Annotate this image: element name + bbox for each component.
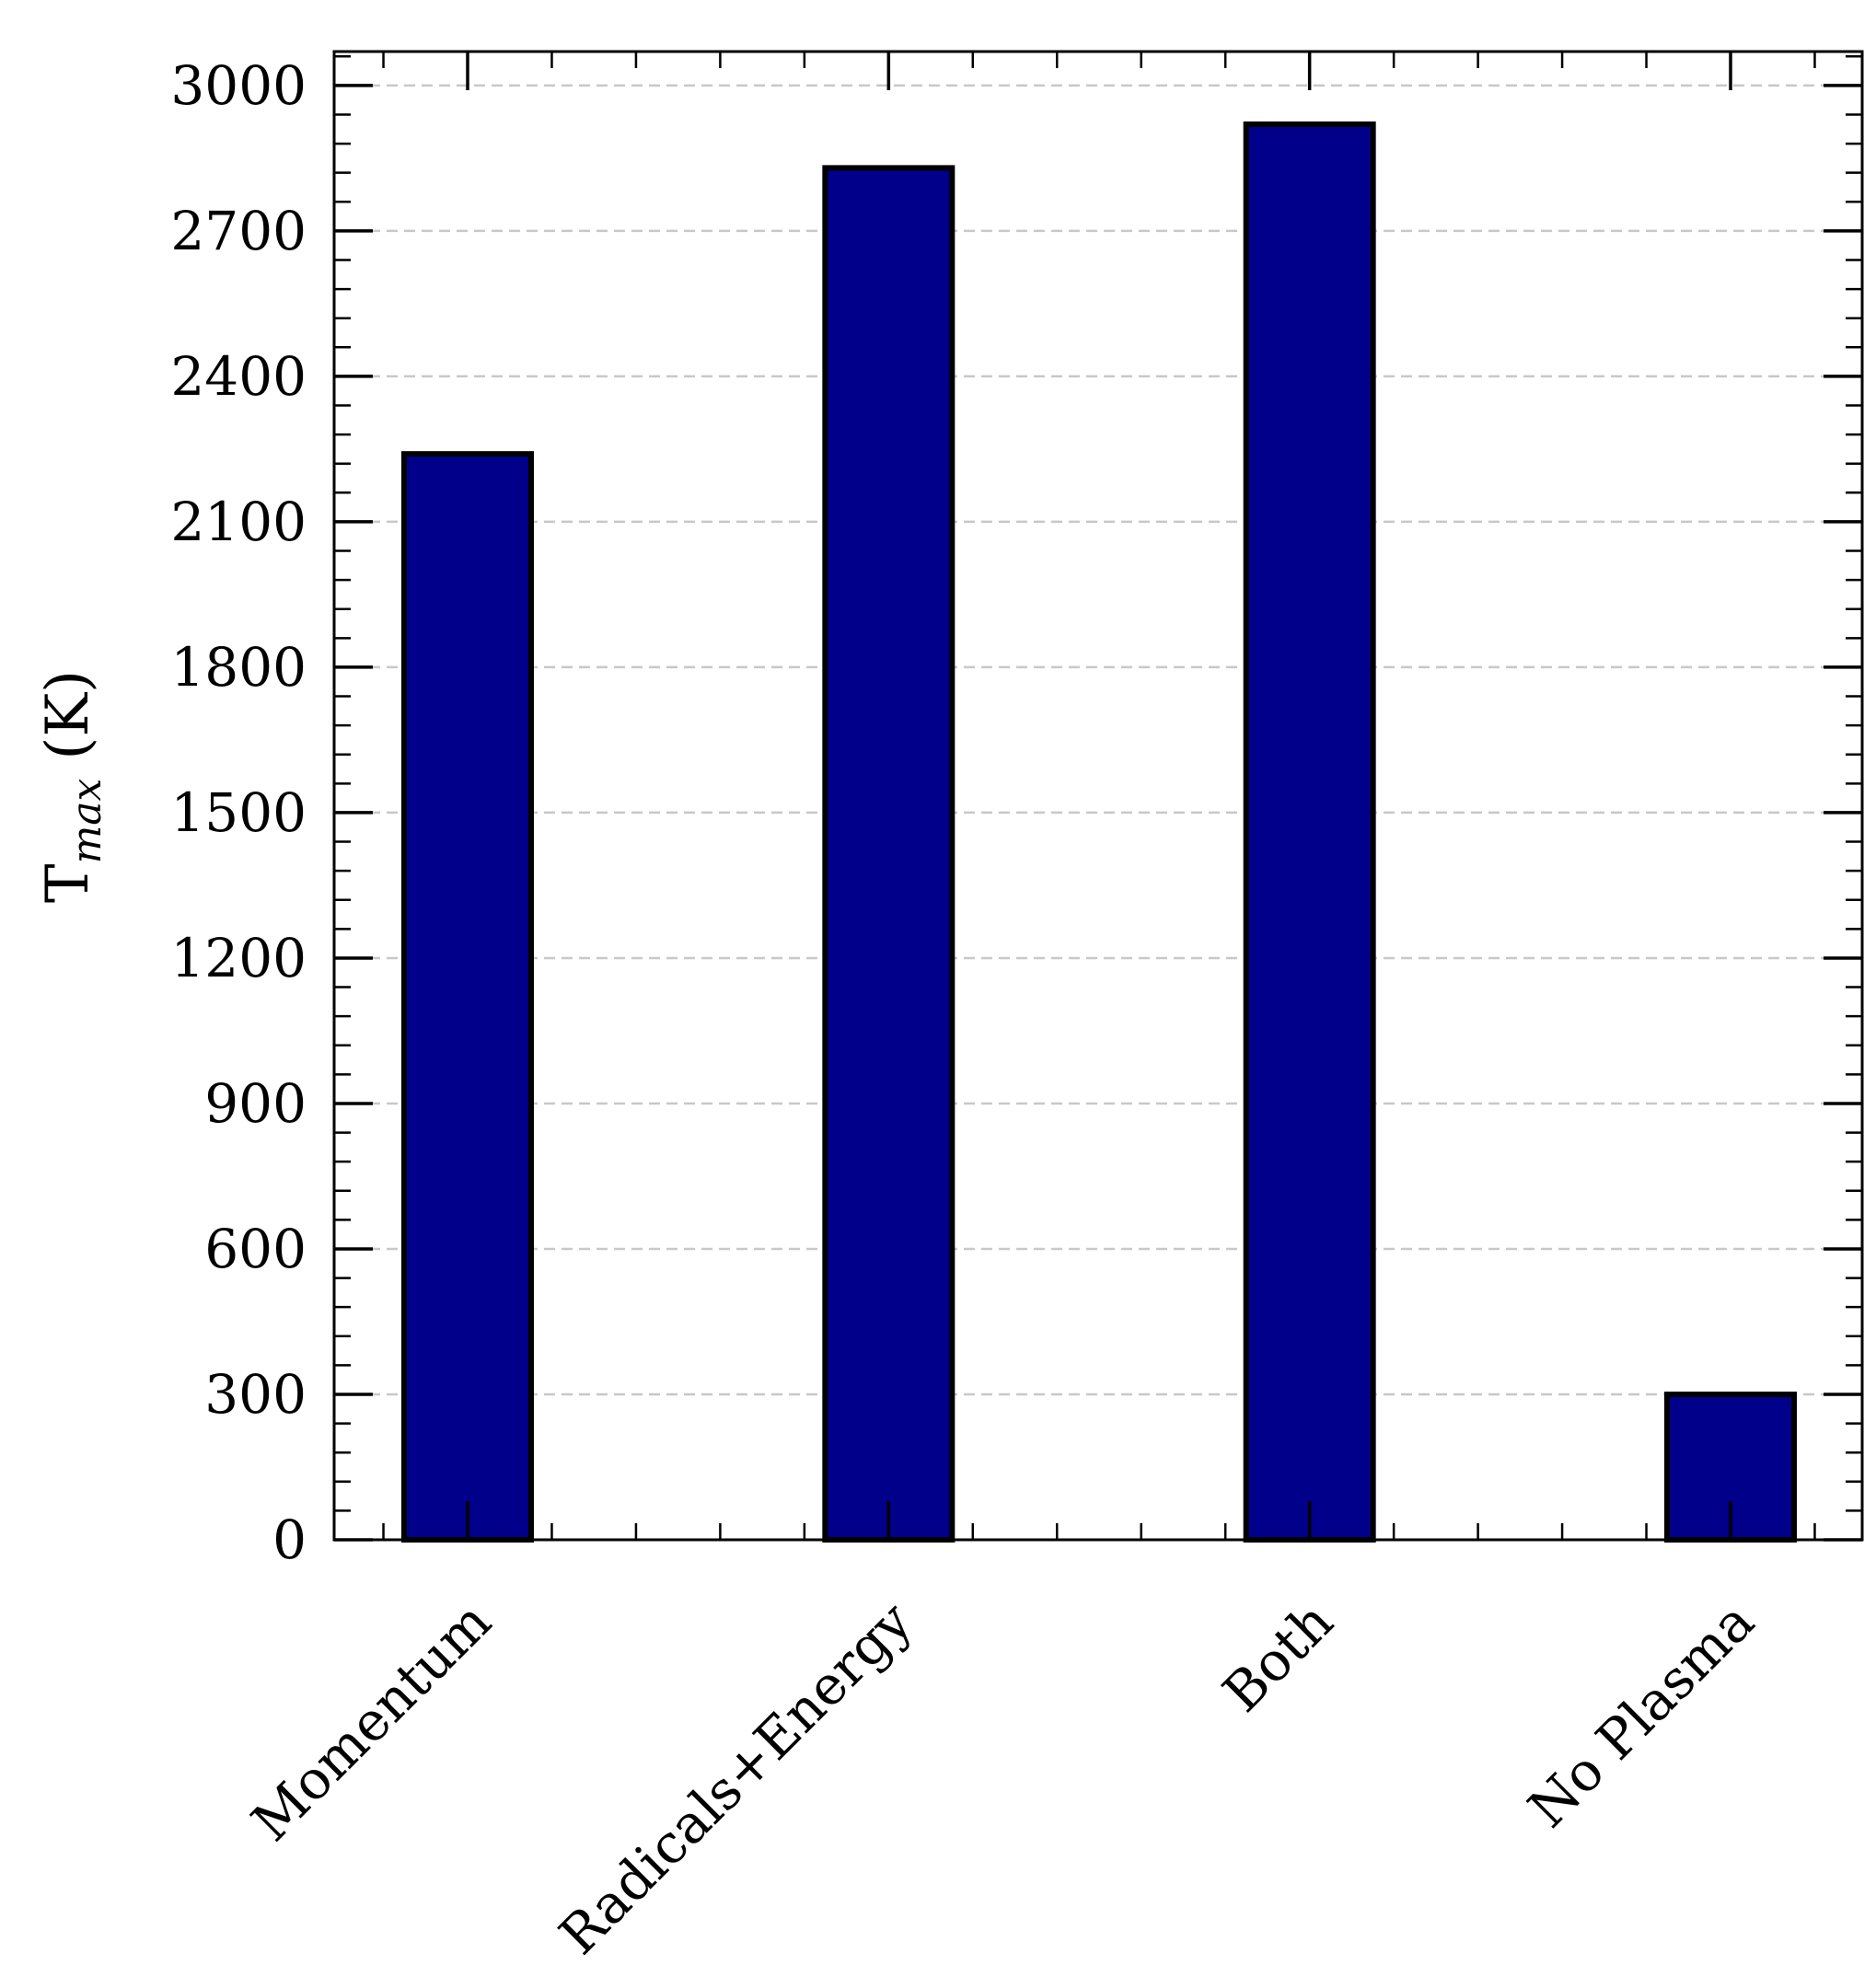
y-tick-label: 300: [204, 1363, 307, 1426]
axis-ticks: [334, 52, 1862, 1542]
grid-lines: [334, 84, 1862, 1396]
plot-frame: [332, 50, 1864, 1542]
bar-both: [1243, 121, 1376, 1543]
y-tick-labels: 0 300 600 900 1200 1500 1800 2100 2400 2700 3000: [170, 54, 307, 1571]
y-tick-label: 600: [204, 1218, 307, 1280]
y-axis-label-unit: (K): [34, 670, 102, 760]
y-axis-label-main: T: [34, 863, 102, 903]
y-tick-label: 900: [204, 1072, 307, 1135]
bar-momentum: [401, 451, 534, 1543]
y-axis-label-subscript: max: [64, 778, 110, 863]
y-axis-label: Tmax (K): [34, 670, 110, 903]
y-tick-label: 1500: [170, 781, 307, 844]
y-tick-label: 2700: [170, 200, 307, 262]
y-tick-label: 1200: [170, 927, 307, 989]
y-tick-label: 2100: [170, 491, 307, 553]
y-tick-label: 1800: [170, 636, 307, 699]
y-tick-label: 3000: [170, 54, 307, 117]
y-tick-label: 2400: [170, 345, 307, 408]
y-tick-label: 0: [272, 1508, 307, 1571]
bars: [401, 121, 1797, 1543]
bar-radicals-energy: [822, 165, 955, 1543]
